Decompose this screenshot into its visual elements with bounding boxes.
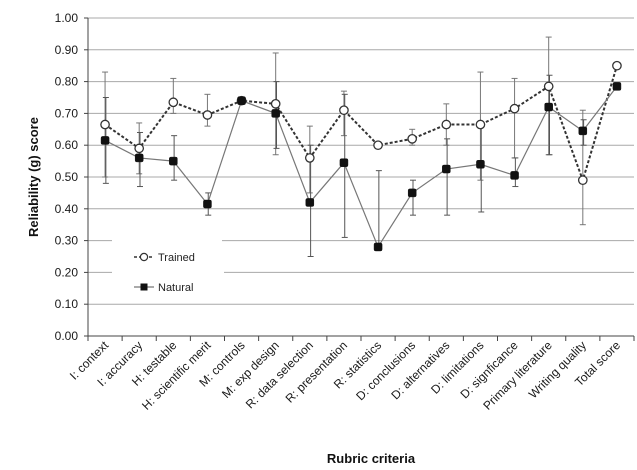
y-tick-label: 0.30	[55, 234, 79, 248]
point-natural	[238, 97, 246, 105]
point-natural	[306, 198, 314, 206]
point-natural	[408, 189, 416, 197]
point-natural	[272, 109, 280, 117]
y-tick-label: 0.10	[55, 297, 79, 311]
point-trained	[408, 135, 416, 143]
y-tick-label: 0.00	[55, 329, 79, 343]
point-natural	[169, 157, 177, 165]
y-tick-label: 0.50	[55, 170, 79, 184]
y-tick-label: 0.90	[55, 43, 79, 57]
y-tick-label: 0.40	[55, 202, 79, 216]
legend-label-trained: Trained	[158, 252, 195, 264]
point-natural	[135, 154, 143, 162]
point-natural	[613, 82, 621, 90]
point-trained	[203, 111, 211, 119]
legend-marker-natural	[141, 284, 148, 291]
point-trained	[374, 141, 382, 149]
point-trained	[510, 104, 518, 112]
point-natural	[579, 127, 587, 135]
point-trained	[442, 120, 450, 128]
point-trained	[613, 61, 621, 69]
y-tick-label: 1.00	[55, 11, 79, 25]
point-trained	[579, 176, 587, 184]
point-trained	[306, 154, 314, 162]
legend-marker-trained	[140, 253, 147, 260]
y-tick-label: 0.60	[55, 138, 79, 152]
y-tick-label: 0.70	[55, 106, 79, 120]
point-trained	[169, 98, 177, 106]
point-trained	[340, 106, 348, 114]
y-axis-label: Reliability (g) score	[26, 117, 41, 237]
point-natural	[442, 165, 450, 173]
point-trained	[271, 100, 279, 108]
legend-label-natural: Natural	[158, 282, 193, 294]
point-natural	[203, 200, 211, 208]
point-natural	[476, 160, 484, 168]
series-line-natural	[105, 86, 617, 247]
point-natural	[340, 159, 348, 167]
point-trained	[544, 82, 552, 90]
y-tick-label: 0.20	[55, 265, 79, 279]
point-natural	[545, 103, 553, 111]
point-trained	[101, 120, 109, 128]
y-axis-ticks: 0.00 0.10 0.20 0.30 0.40 0.50 0.60 0.70 0.80 0.90…	[55, 11, 88, 343]
point-trained	[476, 120, 484, 128]
point-trained	[135, 144, 143, 152]
point-natural	[511, 171, 519, 179]
error-bars	[102, 37, 587, 256]
x-axis-label: Rubric criteria	[327, 451, 416, 466]
point-natural	[374, 243, 382, 251]
x-tick-label: D: conclusions	[353, 338, 418, 403]
point-natural	[101, 136, 109, 144]
y-tick-label: 0.80	[55, 75, 79, 89]
series-lines	[105, 66, 617, 247]
legend: Trained Natural	[112, 240, 222, 302]
